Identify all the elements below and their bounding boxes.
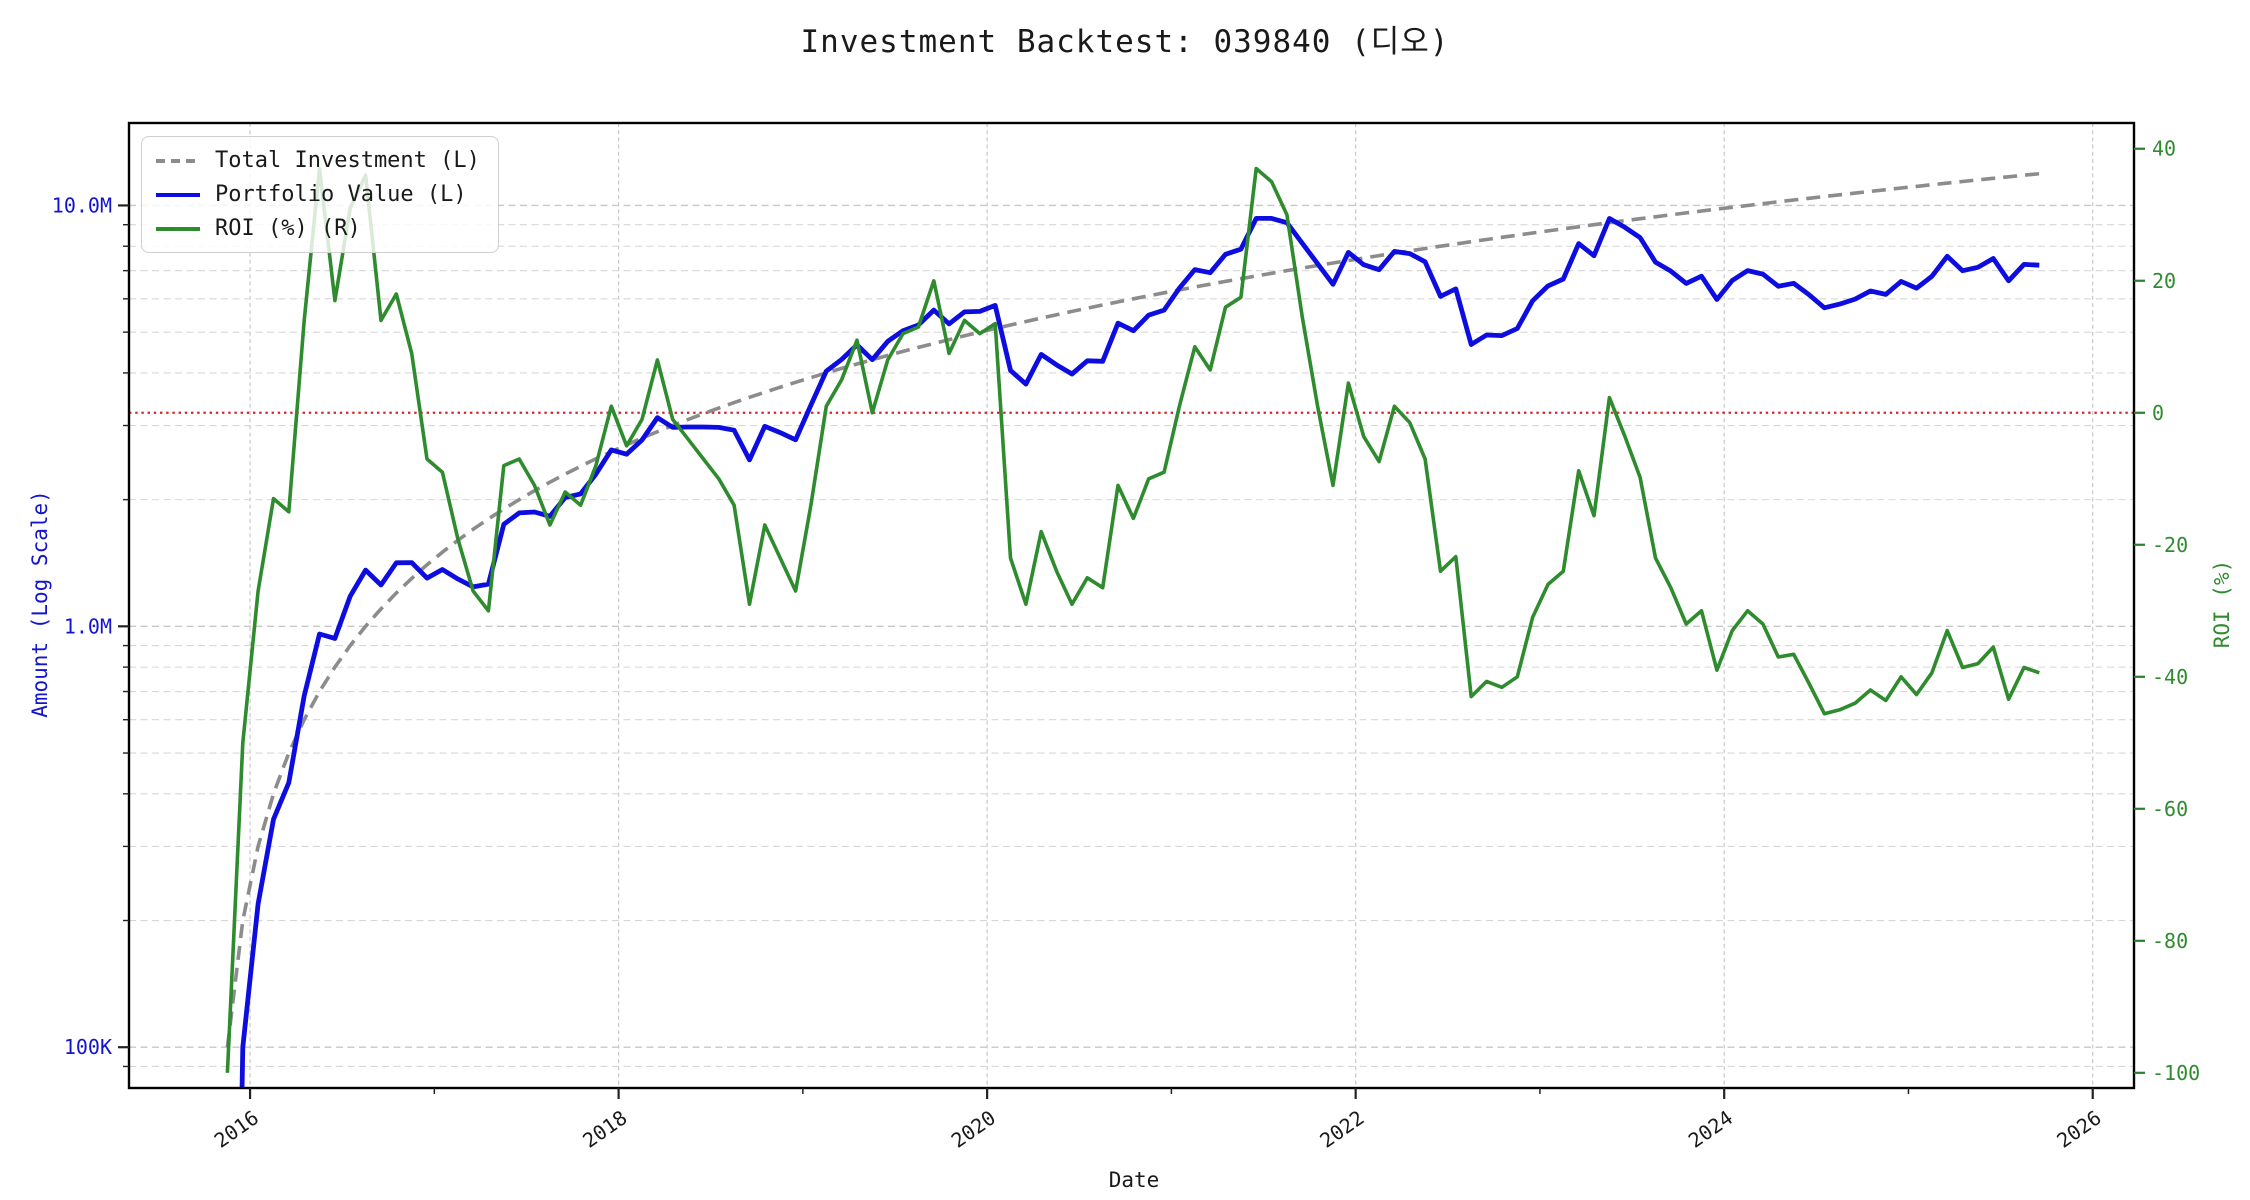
y-right-tick-label: -20 <box>2152 533 2188 557</box>
y-left-tick-label: 10.0M <box>52 193 112 217</box>
y-axis-right-label: ROI (%) <box>2210 559 2234 649</box>
chart-title: Investment Backtest: 039840 (디오) <box>800 24 1450 60</box>
y-right-tick-label: 0 <box>2152 401 2164 425</box>
portfolio-value-line <box>239 216 2040 1088</box>
x-tick-label: 2018 <box>578 1105 631 1152</box>
legend-item-total-investment: Total Investment (L) <box>156 147 480 174</box>
legend: Total Investment (L) Portfolio Value (L)… <box>141 136 499 253</box>
total-investment-line <box>225 171 2040 1048</box>
roi-line <box>225 166 2040 1073</box>
tick-labels: 2016 2018 2020 2022 2024 2026 10.0M 1.0M 100K 40 2… <box>52 137 2200 1153</box>
y-right-tick-label: 20 <box>2152 269 2176 293</box>
legend-item-portfolio-value: Portfolio Value (L) <box>156 181 480 208</box>
dashed-line-swatch-icon <box>156 158 200 163</box>
tick-marks <box>118 147 2145 1099</box>
gridlines <box>129 123 2134 1088</box>
solid-line-swatch-icon <box>156 226 200 231</box>
x-tick-label: 2022 <box>1315 1105 1368 1152</box>
y-right-tick-label: 40 <box>2152 137 2176 161</box>
solid-line-swatch-icon <box>156 192 200 197</box>
x-tick-label: 2026 <box>2052 1105 2105 1152</box>
x-tick-label: 2020 <box>947 1105 1000 1152</box>
y-right-tick-label: -80 <box>2152 929 2188 953</box>
x-axis-label: Date <box>1108 1168 1160 1192</box>
legend-label: ROI (%) (R) <box>215 216 361 241</box>
y-right-tick-label: -100 <box>2152 1061 2200 1085</box>
x-tick-label: 2016 <box>210 1105 263 1152</box>
y-right-tick-label: -40 <box>2152 665 2188 689</box>
y-left-tick-label: 1.0M <box>64 614 112 638</box>
legend-label: Portfolio Value (L) <box>215 182 467 207</box>
series-lines <box>225 166 2040 1088</box>
x-tick-label: 2024 <box>1684 1105 1737 1152</box>
y-right-tick-label: -60 <box>2152 797 2188 821</box>
y-axis-left-label: Amount (Log Scale) <box>28 490 52 718</box>
y-left-tick-label: 100K <box>64 1035 112 1059</box>
plot-border <box>127 121 2136 1090</box>
legend-item-roi: ROI (%) (R) <box>156 215 480 242</box>
legend-label: Total Investment (L) <box>215 148 480 173</box>
